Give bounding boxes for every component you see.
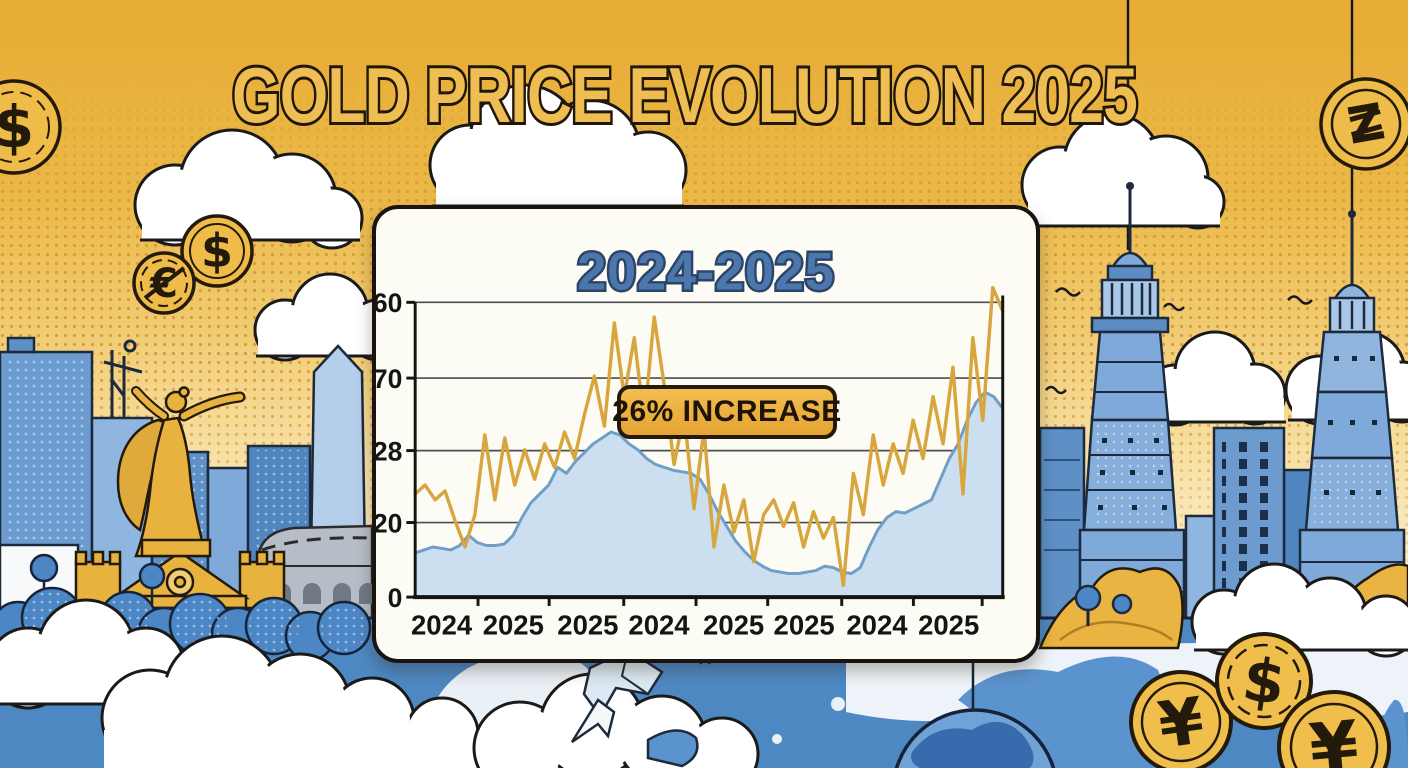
coins: $ $ € Z ¥ $ xyxy=(0,77,1408,768)
gold-price-line xyxy=(413,285,1005,588)
y-tick-label: 170 xyxy=(376,364,402,394)
y-tick-label: 0 xyxy=(388,583,403,613)
x-tick-label: 2024 xyxy=(411,609,473,640)
clouds-top xyxy=(133,83,1408,426)
x-tick-label: 2024 xyxy=(628,609,690,640)
chart-x-axis-labels: 2024 2025 2025 2024 2025 2025 2024 2025 xyxy=(411,597,984,640)
coin-yen-bottom-right-2: ¥ xyxy=(1277,690,1391,768)
coin-yen-bottom-right-1: ¥ xyxy=(1129,670,1233,768)
svg-text:¥: ¥ xyxy=(1154,684,1208,763)
statue-head xyxy=(164,390,188,414)
chart-title: 2024-2025 xyxy=(577,243,834,302)
coin-z-top-right: Z xyxy=(1319,77,1408,171)
birds xyxy=(1045,287,1313,395)
tower-right xyxy=(1298,210,1406,632)
x-tick-label: 2025 xyxy=(483,609,544,640)
statue-arm-left xyxy=(133,388,167,419)
svg-text:$: $ xyxy=(201,224,233,278)
y-tick-label: 20 xyxy=(376,508,402,538)
svg-text:$: $ xyxy=(0,93,34,161)
y-tick-label: 28 xyxy=(376,436,402,466)
x-tick-label: 2025 xyxy=(918,609,979,640)
chart-series xyxy=(413,285,1005,598)
statue-plinth xyxy=(140,538,212,558)
chart-panel: 2024-2025 16017028200 202420252025202420… xyxy=(372,205,1040,663)
x-tick-label: 2025 xyxy=(557,609,618,640)
coin-dollar-mid-left: $ xyxy=(180,214,254,288)
paper-plane xyxy=(570,648,711,768)
x-tick-label: 2025 xyxy=(703,609,764,640)
x-tick-label: 2024 xyxy=(846,609,908,640)
angel-statue xyxy=(116,386,246,558)
y-tick-label: 160 xyxy=(376,288,402,318)
coin-euro-mid-left: € xyxy=(132,251,196,315)
chart-axes xyxy=(413,295,1005,600)
blue-tree xyxy=(1111,593,1133,615)
statue-arm-right xyxy=(180,393,244,420)
gold-price-chart: 2024-2025 16017028200 202420252025202420… xyxy=(376,240,1005,640)
coin-dollar-bottom-right: $ xyxy=(1215,632,1313,730)
svg-text:¥: ¥ xyxy=(1306,705,1362,768)
x-tick-label: 2025 xyxy=(774,609,835,640)
page-title: GOLD PRICE EVOLUTION 2025 xyxy=(232,51,1137,139)
blue-tree xyxy=(1074,584,1102,612)
chart-y-axis-labels: 160 170 28 20 0 xyxy=(376,288,402,613)
headline: GOLD PRICE EVOLUTION 2025 xyxy=(229,48,1141,142)
svg-text:$: $ xyxy=(1238,644,1289,719)
increase-badge: 26% INCREASE xyxy=(612,385,841,439)
coin-dollar-top-left: $ xyxy=(0,79,62,175)
